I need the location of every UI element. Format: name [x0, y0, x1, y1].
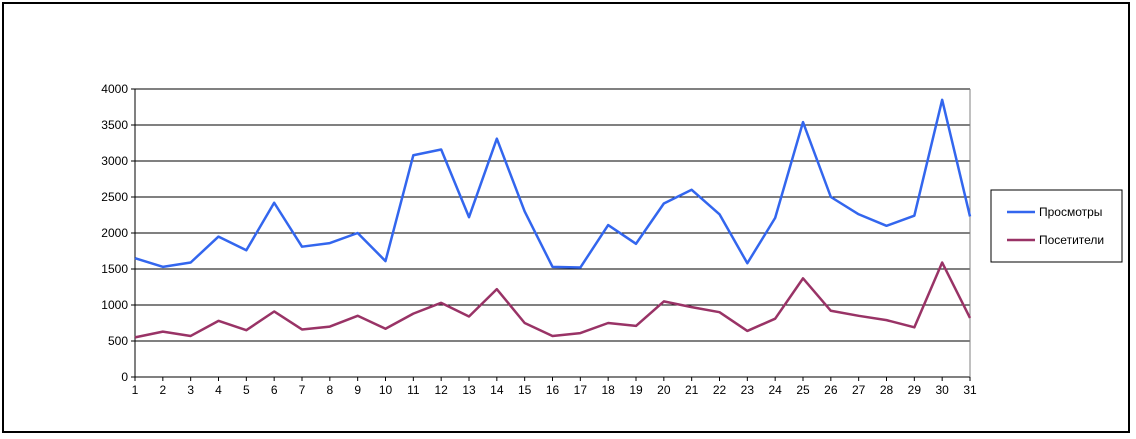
y-tick-label-1500: 1500 [101, 262, 128, 276]
x-tick-label-1: 1 [132, 383, 139, 397]
x-tick-label-9: 9 [354, 383, 361, 397]
y-tick-label-0: 0 [121, 370, 128, 384]
y-tick-label-2500: 2500 [101, 190, 128, 204]
x-tick-label-22: 22 [713, 383, 727, 397]
x-tick-label-21: 21 [685, 383, 699, 397]
x-tick-label-5: 5 [243, 383, 250, 397]
y-tick-label-3500: 3500 [101, 118, 128, 132]
x-tick-label-29: 29 [908, 383, 922, 397]
x-tick-label-11: 11 [407, 383, 420, 397]
x-tick-label-14: 14 [490, 383, 504, 397]
x-tick-label-2: 2 [159, 383, 166, 397]
x-tick-label-25: 25 [796, 383, 810, 397]
gridlines [135, 88, 970, 342]
x-tick-label-27: 27 [852, 383, 866, 397]
x-tick-label-12: 12 [434, 383, 448, 397]
x-tick-label-16: 16 [546, 383, 560, 397]
legend-label-series-1: Посетители [1039, 233, 1104, 247]
x-tick-label-15: 15 [518, 383, 532, 397]
series-lines [134, 98, 972, 339]
x-tick-label-26: 26 [824, 383, 838, 397]
x-tick-label-19: 19 [629, 383, 643, 397]
x-tick-label-13: 13 [462, 383, 476, 397]
x-tick-label-6: 6 [271, 383, 278, 397]
x-tick-label-4: 4 [215, 383, 222, 397]
y-tick-label-4000: 4000 [101, 82, 128, 96]
y-axis-ticks: 0 500 1000 1500 2000 2500 3000 3500 4000 [101, 82, 135, 384]
x-axis-ticks: 1 2 3 4 5 6 7 8 9 10 11 12 13 14 15 16 17 18 19 20 21 22 23 24 2… [132, 377, 977, 397]
x-tick-label-7: 7 [299, 383, 306, 397]
y-tick-label-1000: 1000 [101, 298, 128, 312]
x-tick-label-24: 24 [768, 383, 782, 397]
x-tick-label-30: 30 [935, 383, 949, 397]
x-tick-label-23: 23 [741, 383, 755, 397]
legend-box [990, 189, 1123, 263]
legend-label-series-0: Просмотры [1039, 205, 1102, 219]
x-tick-label-17: 17 [574, 383, 588, 397]
x-tick-label-31: 31 [963, 383, 977, 397]
x-tick-label-8: 8 [326, 383, 333, 397]
y-tick-label-2000: 2000 [101, 226, 128, 240]
x-tick-label-20: 20 [657, 383, 671, 397]
chart-frame [2, 2, 1130, 433]
series-line-0 [134, 98, 972, 269]
x-tick-label-18: 18 [601, 383, 615, 397]
x-tick-label-28: 28 [880, 383, 894, 397]
x-tick-label-3: 3 [187, 383, 194, 397]
y-tick-label-500: 500 [108, 334, 128, 348]
legend: Просмотры Посетители [990, 189, 1123, 263]
series-line-1 [134, 261, 972, 339]
y-tick-label-3000: 3000 [101, 154, 128, 168]
x-tick-label-10: 10 [379, 383, 393, 397]
